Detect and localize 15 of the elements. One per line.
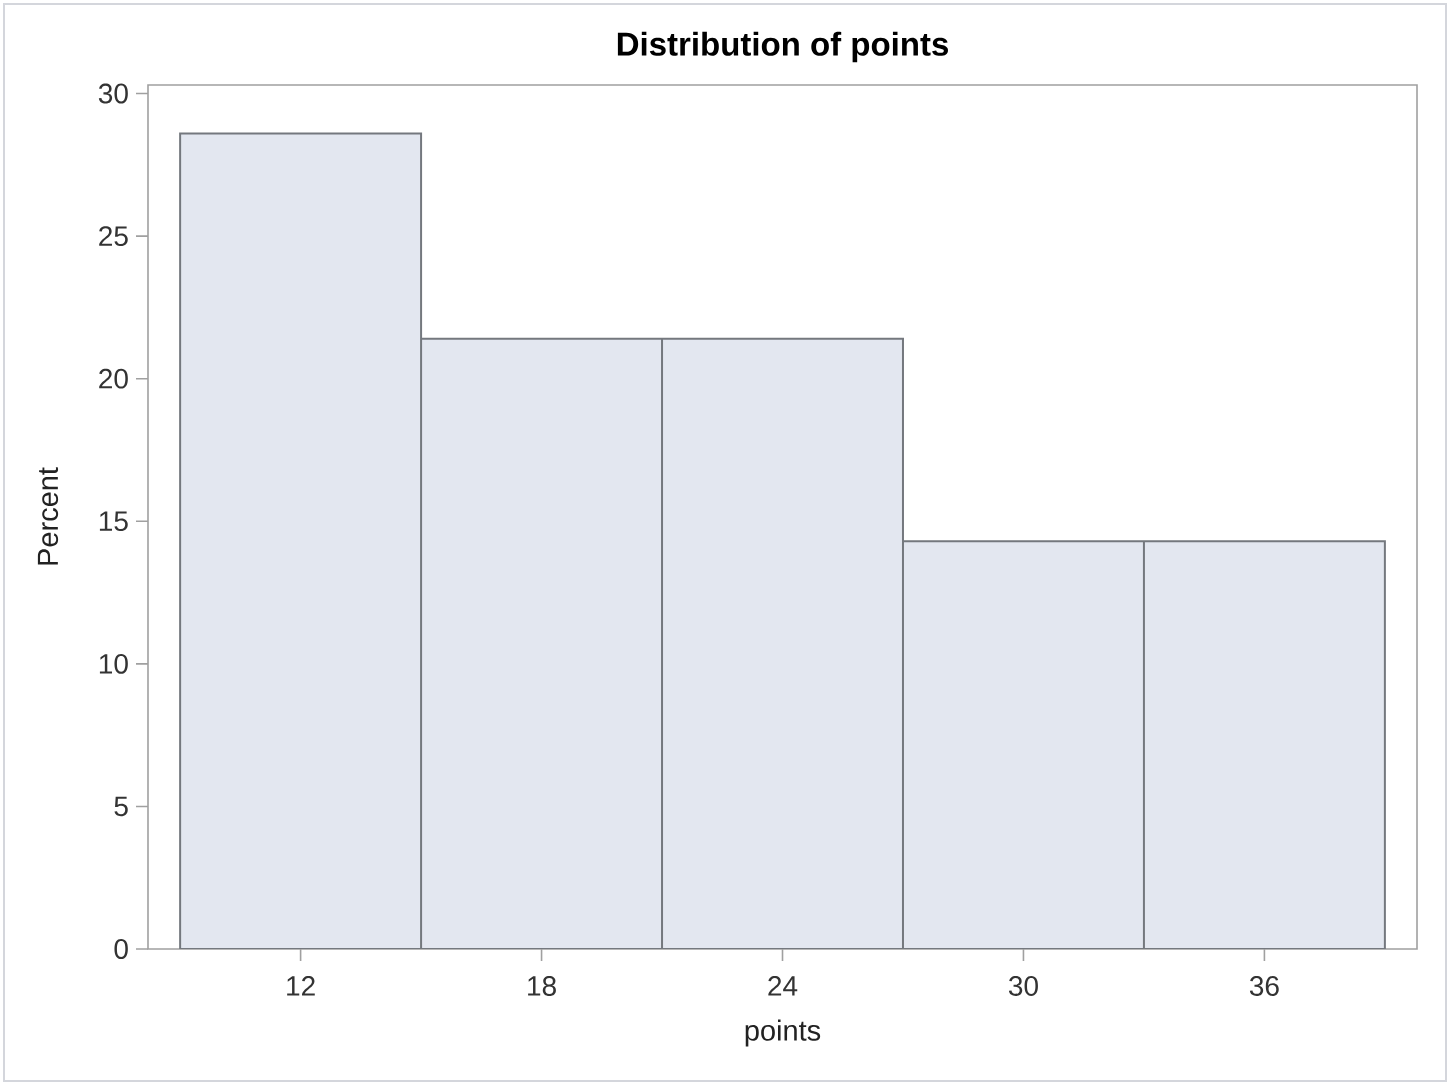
y-tick-label: 0 (114, 939, 128, 959)
x-axis-title: points (745, 1019, 821, 1047)
x-tick-label: 30 (1008, 976, 1038, 996)
y-tick-label: 10 (99, 653, 128, 674)
y-tick-label: 20 (99, 368, 128, 389)
x-tick-label: 18 (528, 976, 556, 996)
y-tick-label: 25 (99, 226, 128, 247)
x-tick-label: 36 (1249, 976, 1279, 996)
y-tick-label: 5 (114, 796, 128, 817)
x-tick-label: 12 (287, 976, 315, 996)
y-axis-title: Percent (37, 467, 59, 565)
x-tick-label: 24 (768, 976, 798, 996)
y-tick-label: 15 (99, 511, 128, 532)
y-tick-label: 30 (98, 83, 128, 104)
chart-title: Distribution of points (617, 31, 948, 63)
